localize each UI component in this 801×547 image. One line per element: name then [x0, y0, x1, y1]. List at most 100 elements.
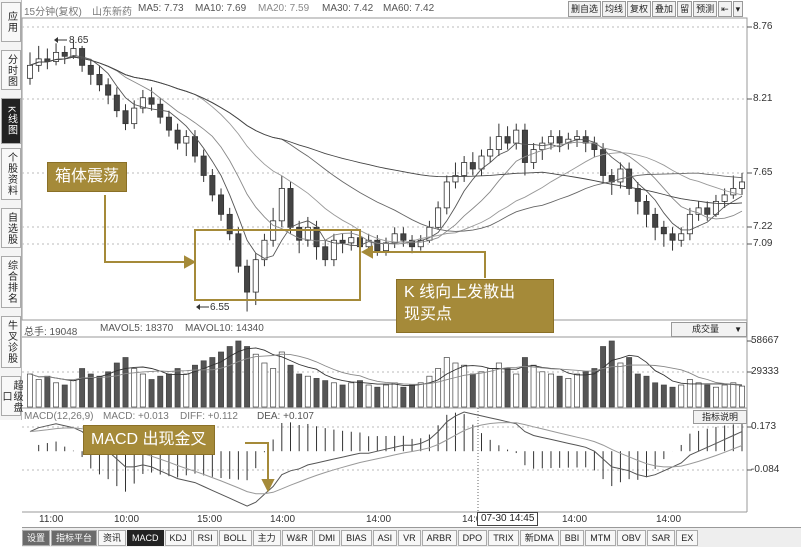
- volume-bar: [678, 384, 685, 408]
- volume-bar: [96, 375, 103, 408]
- volume-bar: [244, 346, 251, 408]
- volume-bar: [296, 373, 303, 408]
- dropdown-arrow-icon[interactable]: ▾: [732, 1, 744, 17]
- nav-item-label: 超级盘口: [0, 379, 22, 413]
- volume-bar: [417, 382, 424, 408]
- tab-boll[interactable]: BOLL: [218, 529, 252, 546]
- low-price-mark: 6.55: [210, 302, 230, 313]
- indicator-help-button[interactable]: 指标说明: [693, 410, 747, 424]
- nav-item-ranking[interactable]: 综合排名: [1, 256, 21, 308]
- overlay-button[interactable]: 叠加: [652, 1, 677, 17]
- volume-bar: [218, 351, 224, 408]
- tab-ex[interactable]: EX: [676, 529, 699, 546]
- tab-bbi[interactable]: BBI: [559, 529, 585, 546]
- nav-item-apps[interactable]: 应用: [1, 2, 21, 42]
- volume-bar: [739, 385, 745, 408]
- tab--[interactable]: 设置: [22, 529, 51, 546]
- candle-body: [113, 94, 120, 112]
- nav-item-label: 综合排名: [5, 260, 17, 304]
- nav-item-intraday[interactable]: 分时图: [1, 50, 21, 90]
- tab-obv[interactable]: OBV: [616, 529, 646, 546]
- forecast-button[interactable]: 预测: [693, 1, 718, 17]
- volume-bar: [452, 362, 459, 408]
- volume-bar: [608, 340, 615, 408]
- candle-body: [105, 84, 112, 96]
- nav-item-watchlist[interactable]: 自选股: [1, 208, 21, 248]
- volume-bar: [643, 375, 650, 408]
- chevron-down-icon: ▼: [734, 325, 742, 334]
- volume-bar: [591, 368, 598, 408]
- candle-body: [348, 237, 355, 244]
- candle-body: [556, 136, 563, 144]
- candle-body: [660, 226, 667, 235]
- nav-item-profile[interactable]: 个股资料: [1, 148, 21, 200]
- tab-w-r[interactable]: W&R: [281, 529, 313, 546]
- volume-bar: [139, 373, 146, 408]
- keep-button[interactable]: 留: [677, 1, 693, 17]
- nav-item-diagnosis[interactable]: 牛叉诊股: [1, 316, 21, 368]
- price-axis-label: 7.65: [753, 167, 773, 178]
- volume-selector[interactable]: 成交量 ▼: [671, 322, 747, 337]
- adjust-button[interactable]: 复权: [627, 1, 652, 17]
- candle-body: [626, 168, 633, 189]
- price-axis-label: 7.09: [753, 238, 773, 249]
- candle-body: [70, 48, 77, 57]
- nav-item-label: 分时图: [5, 53, 17, 87]
- candle-body: [521, 129, 528, 163]
- nav-item-label: 应用: [5, 11, 17, 33]
- diff-value: DIFF: +0.112: [180, 411, 238, 422]
- candle-body: [131, 107, 138, 125]
- period-label[interactable]: 15分钟(复权): [24, 7, 82, 18]
- tab-asi[interactable]: ASI: [372, 529, 398, 546]
- time-label: 11:00: [39, 514, 64, 525]
- candle-body: [600, 149, 607, 176]
- volume-bar: [148, 379, 155, 408]
- tab-vr[interactable]: VR: [398, 529, 421, 546]
- ma20-value: MA20: 7.59: [258, 3, 310, 14]
- ma10-line: [29, 56, 743, 245]
- volume-axis-label: 29333: [751, 366, 779, 377]
- tab-bias[interactable]: BIAS: [341, 529, 372, 546]
- tab-mtm[interactable]: MTM: [585, 529, 616, 546]
- tab--[interactable]: 主力: [252, 529, 281, 546]
- candle-body: [322, 246, 329, 261]
- price-axis-label: 7.22: [753, 221, 773, 232]
- volume-bar: [582, 371, 589, 408]
- volume-bar: [44, 375, 51, 408]
- tab-rsi[interactable]: RSI: [192, 529, 218, 546]
- volume-bar: [322, 380, 329, 408]
- nav-item-label: 牛叉诊股: [5, 320, 17, 364]
- candle-body: [218, 194, 225, 215]
- nav-item-order-book[interactable]: 超级盘口: [0, 376, 22, 416]
- tab-dpo[interactable]: DPO: [457, 529, 488, 546]
- candle-body: [252, 259, 259, 293]
- candle-body: [452, 175, 459, 183]
- tab-dmi[interactable]: DMI: [313, 529, 341, 546]
- volume-bar: [530, 364, 537, 408]
- candle-body: [539, 142, 546, 150]
- volume-bar: [330, 382, 337, 408]
- nav-item-kline[interactable]: K线图: [1, 98, 21, 144]
- ma-button[interactable]: 均线: [602, 1, 627, 17]
- tab-arbr[interactable]: ARBR: [421, 529, 457, 546]
- tab-kdj[interactable]: KDJ: [164, 529, 192, 546]
- tab--dma[interactable]: 新DMA: [519, 529, 559, 546]
- candle-body: [139, 97, 146, 109]
- tab-sar[interactable]: SAR: [646, 529, 676, 546]
- volume-mavol5: MAVOL5: 18370: [100, 323, 174, 334]
- left-nav: 应用 分时图 K线图 个股资料 自选股 综合排名 牛叉诊股 超级盘口: [0, 0, 22, 420]
- tab--[interactable]: 指标平台: [51, 529, 98, 546]
- volume-bar: [435, 368, 442, 408]
- volume-bar: [617, 362, 624, 408]
- tab-trix[interactable]: TRIX: [488, 529, 519, 546]
- volume-bar: [365, 384, 372, 408]
- candle-body: [53, 51, 60, 62]
- back-arrow-icon[interactable]: ⇤: [718, 1, 732, 17]
- candle-body: [652, 213, 659, 228]
- remove-watchlist-button[interactable]: 删自选: [568, 1, 602, 17]
- ma10-value: MA10: 7.69: [195, 3, 247, 14]
- tab--[interactable]: 资讯: [98, 529, 127, 546]
- tab-macd[interactable]: MACD: [127, 529, 164, 546]
- candle-body: [400, 233, 407, 241]
